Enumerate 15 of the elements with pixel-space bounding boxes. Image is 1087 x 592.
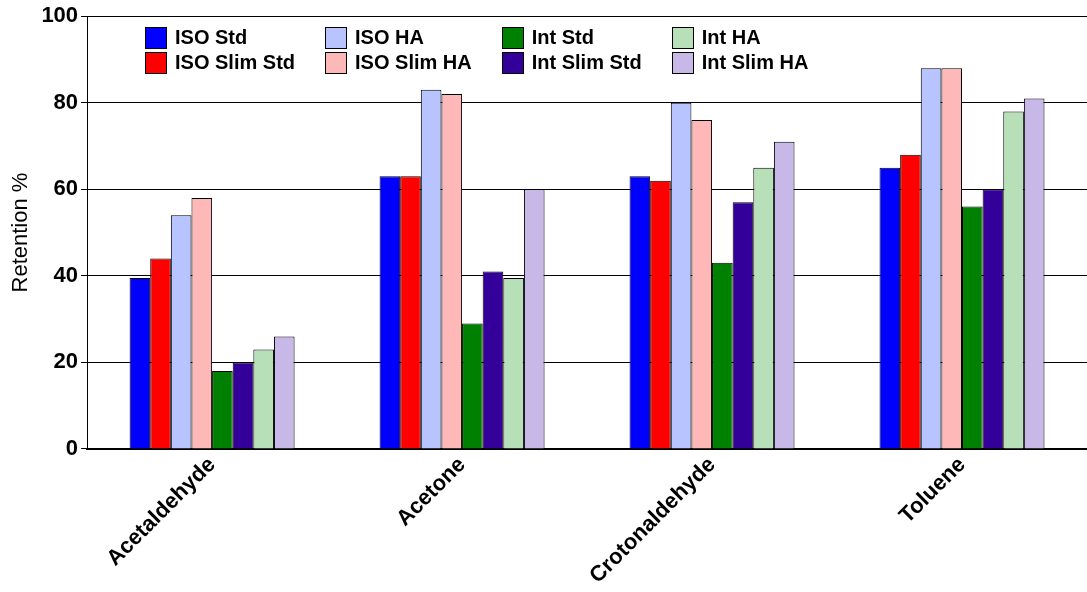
legend-label: ISO HA (355, 26, 424, 49)
y-tick-label: 20 (53, 348, 79, 374)
y-tick-label: 100 (41, 2, 79, 28)
legend-label: ISO Slim Std (175, 51, 296, 74)
legend-label: Int HA (701, 26, 761, 49)
legend-label: Int Slim Std (531, 51, 642, 74)
y-tick-label: 60 (53, 175, 79, 201)
legend-label: ISO Slim HA (355, 51, 472, 74)
y-axis-title: Retention % (7, 172, 33, 293)
y-tick-label: 40 (53, 261, 79, 287)
legend-label: ISO Std (175, 26, 248, 49)
legend-label: Int Std (531, 26, 594, 49)
y-tick-label: 0 (65, 434, 79, 460)
legend-label: Int Slim HA (701, 51, 809, 74)
y-tick-label: 80 (53, 88, 79, 114)
